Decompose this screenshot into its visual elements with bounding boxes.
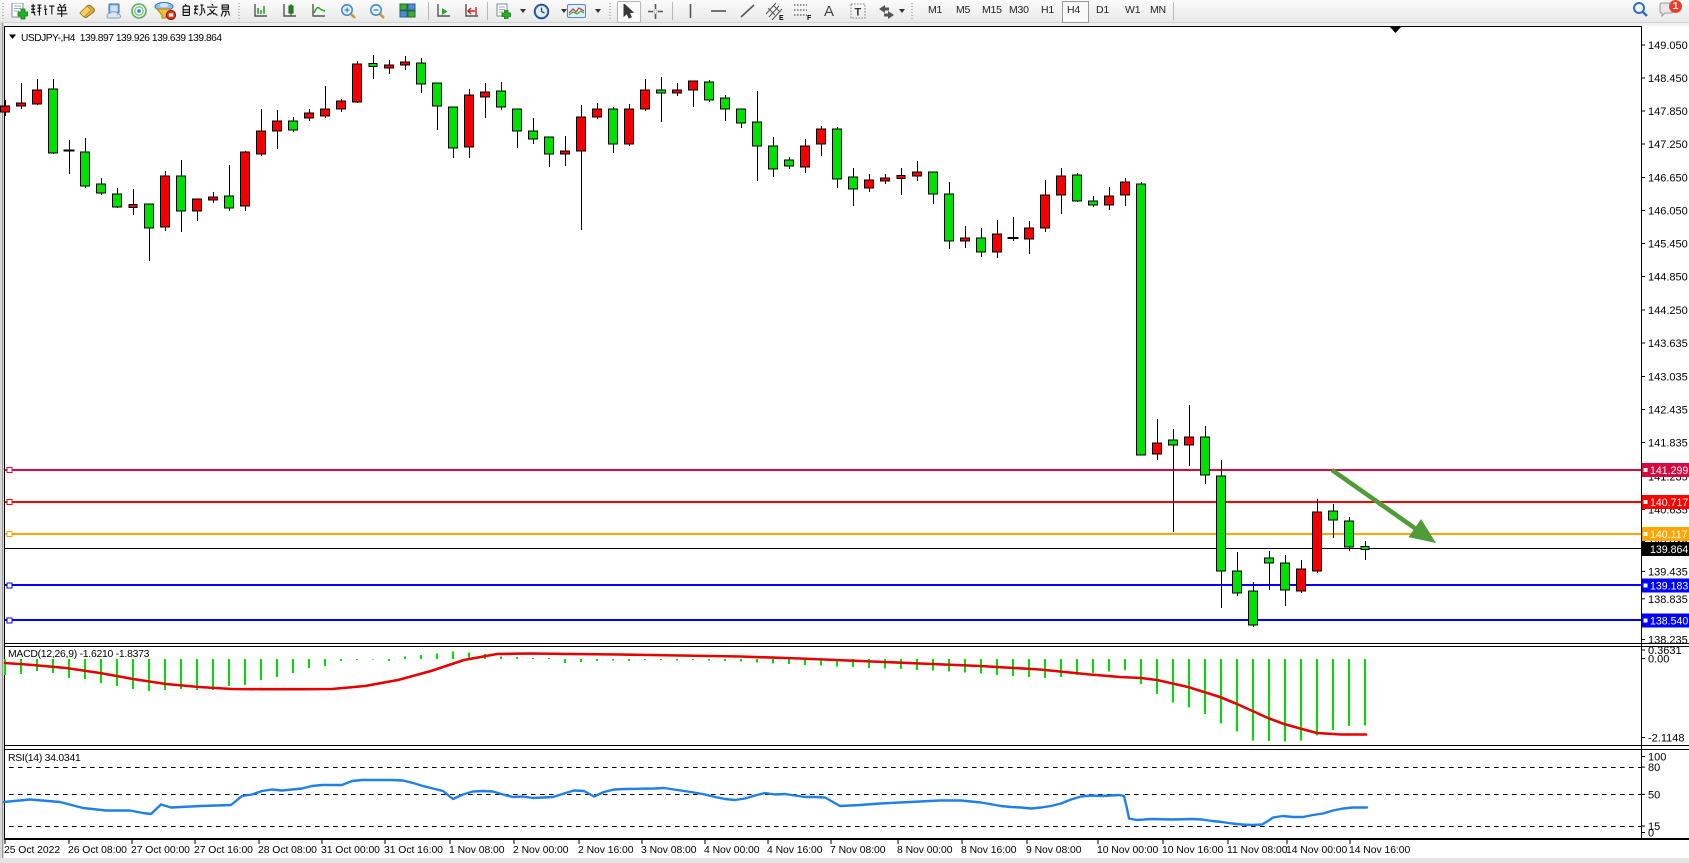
- svg-text:9 Nov 08:00: 9 Nov 08:00: [1026, 845, 1082, 856]
- svg-text:50: 50: [1648, 789, 1660, 801]
- svg-text:147.250: 147.250: [1648, 139, 1688, 151]
- svg-text:31 Oct 16:00: 31 Oct 16:00: [384, 845, 443, 856]
- svg-text:8 Nov 16:00: 8 Nov 16:00: [961, 845, 1017, 856]
- svg-text:USDJPY-,H4 139.897 139.926 13: USDJPY-,H4 139.897 139.926 139.639 139.8…: [21, 33, 222, 44]
- svg-text:144.250: 144.250: [1648, 305, 1688, 317]
- svg-text:-2.1148: -2.1148: [1648, 733, 1685, 745]
- svg-text:MACD(12,26,9) -1.6210 -1.8373: MACD(12,26,9) -1.6210 -1.8373: [8, 649, 150, 660]
- svg-text:1 Nov 08:00: 1 Nov 08:00: [449, 845, 505, 856]
- svg-text:15: 15: [1648, 821, 1660, 833]
- svg-text:138.540: 138.540: [1650, 616, 1688, 628]
- svg-text:0.00: 0.00: [1648, 654, 1669, 666]
- svg-text:146.050: 146.050: [1648, 206, 1688, 218]
- svg-text:14 Nov 16:00: 14 Nov 16:00: [1349, 845, 1410, 856]
- svg-text:14 Nov 00:00: 14 Nov 00:00: [1286, 845, 1347, 856]
- svg-text:4 Nov 00:00: 4 Nov 00:00: [704, 845, 760, 856]
- svg-text:147.850: 147.850: [1648, 106, 1688, 118]
- svg-text:27 Oct 00:00: 27 Oct 00:00: [131, 845, 190, 856]
- svg-text:100: 100: [1648, 752, 1666, 764]
- svg-text:143.035: 143.035: [1648, 372, 1688, 384]
- svg-text:146.650: 146.650: [1648, 173, 1688, 185]
- svg-text:25 Oct 2022: 25 Oct 2022: [4, 845, 60, 856]
- svg-text:80: 80: [1648, 762, 1660, 774]
- svg-text:F: F: [807, 15, 812, 21]
- svg-text:RSI(14) 34.0341: RSI(14) 34.0341: [8, 753, 81, 764]
- svg-text:2 Nov 16:00: 2 Nov 16:00: [578, 845, 634, 856]
- svg-text:0.3631: 0.3631: [1648, 645, 1682, 657]
- svg-text:140.717: 140.717: [1650, 497, 1688, 509]
- svg-text:31 Oct 00:00: 31 Oct 00:00: [321, 845, 380, 856]
- svg-text:141.299: 141.299: [1650, 465, 1688, 477]
- svg-text:141.835: 141.835: [1648, 438, 1688, 450]
- svg-text:11 Nov 08:00: 11 Nov 08:00: [1227, 845, 1288, 856]
- svg-text:142.435: 142.435: [1648, 405, 1688, 417]
- svg-text:26 Oct 08:00: 26 Oct 08:00: [68, 845, 127, 856]
- svg-text:T: T: [855, 7, 862, 19]
- svg-text:145.450: 145.450: [1648, 239, 1688, 251]
- svg-text:2 Nov 00:00: 2 Nov 00:00: [513, 845, 569, 856]
- svg-text:10 Nov 00:00: 10 Nov 00:00: [1097, 845, 1158, 856]
- svg-text:27 Oct 16:00: 27 Oct 16:00: [194, 845, 253, 856]
- svg-text:7 Nov 08:00: 7 Nov 08:00: [830, 845, 886, 856]
- svg-text:140.117: 140.117: [1650, 529, 1688, 541]
- svg-text:148.450: 148.450: [1648, 73, 1688, 85]
- svg-text:10 Nov 16:00: 10 Nov 16:00: [1162, 845, 1223, 856]
- svg-text:8 Nov 00:00: 8 Nov 00:00: [897, 845, 953, 856]
- svg-text:139.435: 139.435: [1648, 566, 1688, 578]
- svg-text:28 Oct 08:00: 28 Oct 08:00: [258, 845, 317, 856]
- svg-text:139.864: 139.864: [1650, 544, 1688, 556]
- svg-text:138.835: 138.835: [1648, 594, 1688, 606]
- svg-text:4 Nov 16:00: 4 Nov 16:00: [767, 845, 823, 856]
- svg-text:E: E: [779, 15, 784, 21]
- svg-text:143.635: 143.635: [1648, 338, 1688, 350]
- svg-text:3 Nov 08:00: 3 Nov 08:00: [641, 845, 697, 856]
- svg-text:138.235: 138.235: [1648, 635, 1688, 647]
- svg-text:149.050: 149.050: [1648, 40, 1688, 52]
- svg-text:0: 0: [1648, 828, 1654, 840]
- svg-text:139.183: 139.183: [1650, 581, 1688, 593]
- svg-text:144.850: 144.850: [1648, 272, 1688, 284]
